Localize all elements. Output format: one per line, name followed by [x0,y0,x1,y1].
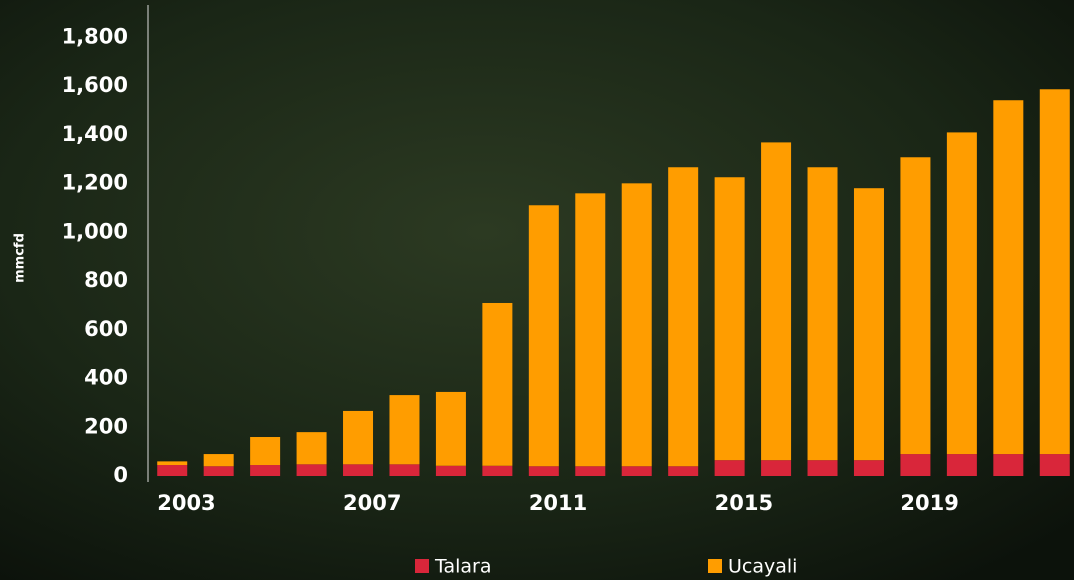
x-tick-label: 2003 [157,491,215,515]
bar-segment [204,466,234,476]
bar-segment [575,193,605,466]
bar-segment [250,437,280,465]
bar-segment [668,167,698,466]
bar-segment [297,464,327,476]
x-tick-label: 2007 [343,491,401,515]
y-axis-label: mmcfd [13,233,28,283]
bar-segment [761,142,791,460]
bar-segment [250,465,280,476]
y-tick-label: 1,000 [62,219,128,243]
x-tick-label: 2015 [715,491,773,515]
y-tick-label: 0 [113,463,128,487]
x-tick-label: 2019 [900,491,958,515]
bar-segment [1040,454,1070,476]
bar-segment [761,460,791,476]
y-tick-label: 800 [84,268,128,292]
legend-swatch [415,559,429,573]
bar-segment [668,466,698,476]
bar-segment [482,303,512,466]
bar-segment [622,466,652,476]
bar-segment [343,411,373,464]
bar-segment [808,460,838,476]
bar-segment [297,432,327,464]
y-tick-label: 1,200 [62,171,128,195]
bar-segment [900,157,930,454]
bar-segment [808,167,838,460]
y-tick-label: 1,800 [62,24,128,48]
bar-segment [157,465,187,476]
chart: mmcfd 0 200 400 600 800 1,000 1,200 1,400 1,600 1… [0,0,1074,580]
legend-label: Ucayali [728,556,797,578]
bar-segment [854,460,884,476]
y-tick-label: 1,400 [62,122,128,146]
bar-segment [900,454,930,476]
page: {"chart_data": {"type": "stacked-bar", "… [0,0,1074,580]
bar-segment [854,188,884,460]
bar-segment [204,454,234,466]
bar-segment [436,392,466,466]
legend-label: Talara [434,556,491,578]
bar-segment [1040,89,1070,454]
y-tick-label: 1,600 [62,73,128,97]
bar-segment [389,395,419,464]
bar-segment [529,466,559,476]
bar-segment [529,205,559,466]
y-tick-label: 600 [84,317,128,341]
bar-segment [947,454,977,476]
bar-segment [993,100,1023,454]
legend-swatch [708,559,722,573]
y-tick-label: 400 [84,366,128,390]
y-tick-label: 200 [84,414,128,438]
bar-segment [482,466,512,476]
x-tick-label: 2011 [529,491,587,515]
bar-segment [622,183,652,466]
bar-segment [947,132,977,454]
bar-segment [389,464,419,476]
bar-segment [715,177,745,460]
bar-segment [436,466,466,476]
bar-segment [993,454,1023,476]
bar-segment [575,466,605,476]
bar-segment [715,460,745,476]
bar-segment [343,464,373,476]
bar-segment [157,461,187,465]
